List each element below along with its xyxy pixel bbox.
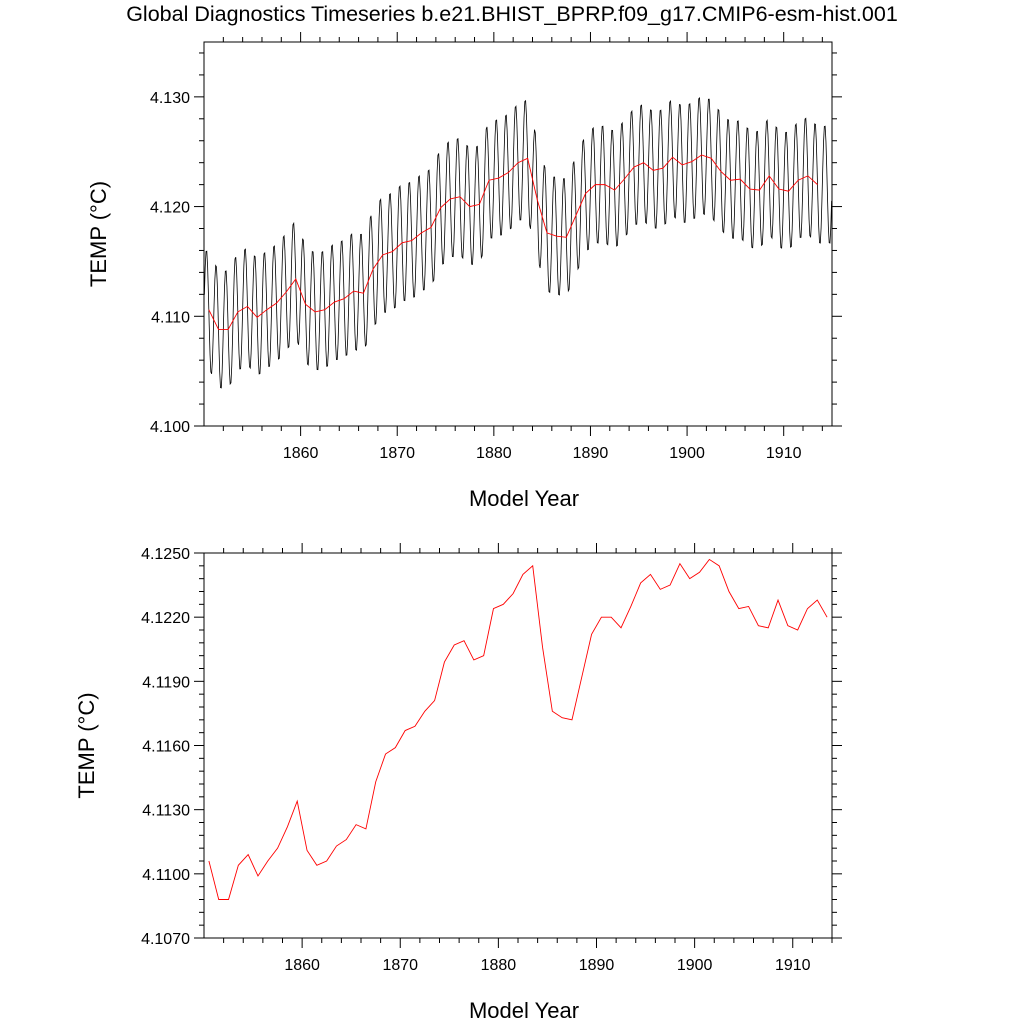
bottom-x-tick-label: 1880	[481, 957, 517, 974]
bottom-y-tick-label: 4.1100	[142, 867, 190, 884]
chart-title: Global Diagnostics Timeseries b.e21.BHIS…	[126, 2, 898, 26]
top-x-tick-label: 1860	[283, 445, 319, 462]
bottom-y-tick-label: 4.1250	[141, 546, 190, 563]
bottom-annual-series-line	[208, 558, 828, 900]
top-panel-monthly-annual: 1860 1870 1880 1890 1900 1910 4.100 4.110 4.120 4…	[86, 32, 842, 511]
bottom-y-tick-label: 4.1190	[142, 674, 190, 691]
top-y-tick-label: 4.110	[151, 309, 190, 326]
bottom-x-tick-label: 1870	[382, 957, 418, 974]
bottom-y-tick-label: 4.1160	[142, 739, 190, 756]
bottom-panel-annual: 1860 1870 1880 1890 1900 1910 4.1070 4.1100 4.11…	[74, 543, 842, 1023]
bottom-plot-frame	[203, 552, 833, 939]
top-y-tick-label: 4.120	[150, 200, 190, 217]
top-y-tick-label: 4.100	[150, 419, 190, 436]
bottom-y-tick-label: 4.1220	[141, 610, 190, 627]
top-x-tick-label: 1890	[573, 445, 609, 462]
top-x-tick-label: 1900	[669, 445, 705, 462]
top-plot-frame	[203, 41, 833, 427]
top-annual-series-line	[208, 154, 818, 330]
bottom-x-axis-label: Model Year	[469, 998, 579, 1023]
top-x-tick-label: 1870	[379, 445, 415, 462]
top-x-tick-label: 1910	[766, 445, 802, 462]
bottom-x-tick-label: 1890	[579, 957, 615, 974]
bottom-x-tick-label: 1910	[775, 957, 811, 974]
top-x-axis-label: Model Year	[469, 486, 579, 511]
bottom-y-axis-label: TEMP (°C)	[74, 692, 99, 798]
bottom-x-tick-label: 1860	[284, 957, 320, 974]
top-data-lines	[204, 96, 832, 389]
top-y-tick-label: 4.130	[150, 90, 190, 107]
bottom-y-tick-label: 4.1070	[141, 931, 190, 948]
top-x-tick-label: 1880	[476, 445, 512, 462]
bottom-data-lines	[208, 558, 828, 900]
bottom-y-tick-label: 4.1130	[142, 803, 190, 820]
top-y-axis-label: TEMP (°C)	[86, 181, 111, 287]
top-monthly-series-line	[204, 96, 832, 389]
bottom-x-tick-label: 1900	[677, 957, 713, 974]
